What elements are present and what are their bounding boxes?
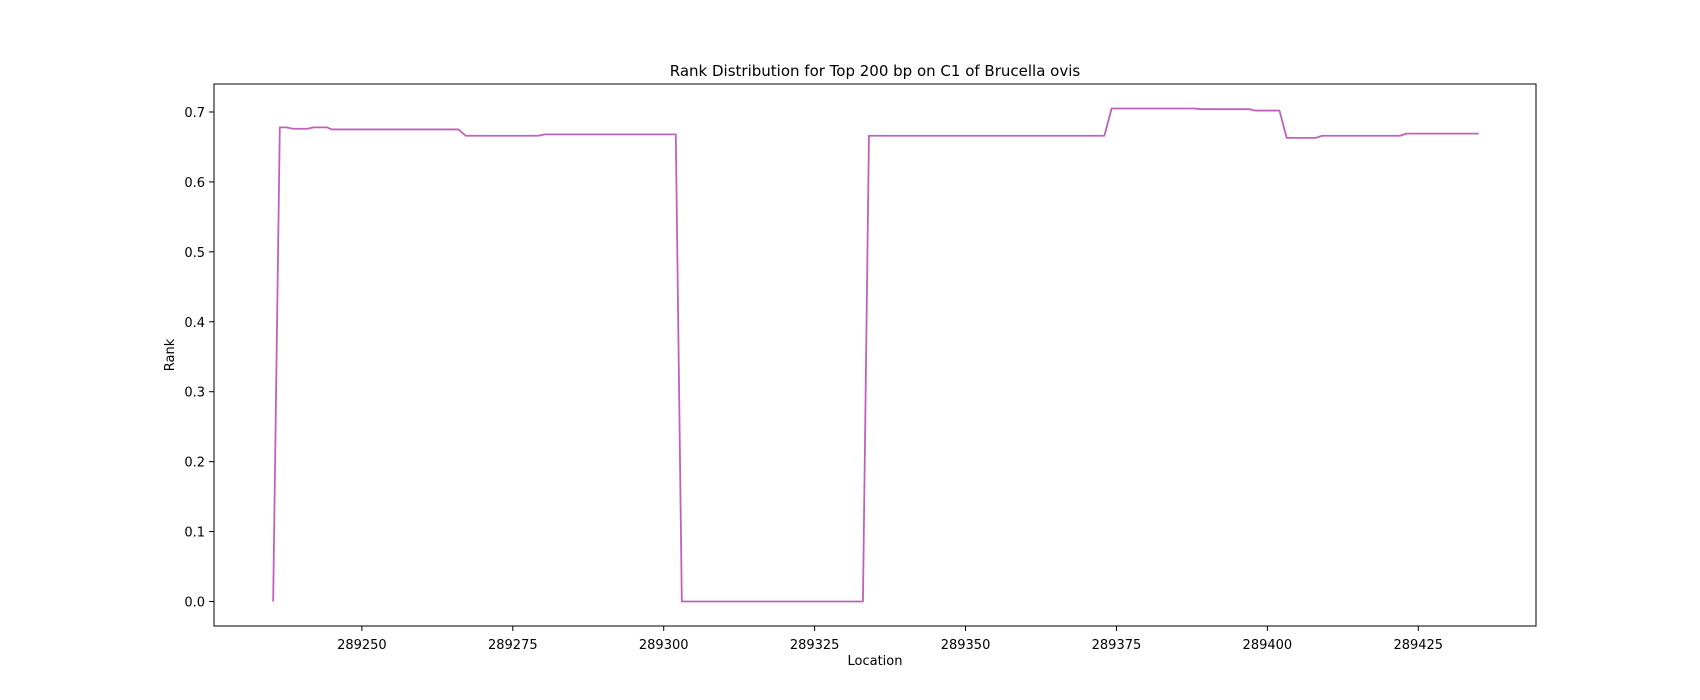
x-axis-label: Location [848,654,903,669]
x-tick-label: 289275 [488,638,538,653]
x-tick-label: 289400 [1243,638,1293,653]
plot-area [272,107,1479,603]
x-tick-label: 289425 [1393,638,1443,653]
y-tick-label: 0.4 [184,316,205,331]
y-tick-label: 0.6 [184,176,205,191]
x-tick-label: 289250 [337,638,387,653]
y-tick-label: 0.0 [184,596,205,611]
y-axis: 0.0 0.1 0.2 0.3 0.4 0.5 0.6 0.7 [184,106,214,611]
series-line-0 [272,107,1479,603]
x-axis: 289250 289275 289300 289325 289350 289375 2894… [337,626,1443,653]
plot-frame [213,83,1537,627]
y-tick-label: 0.1 [184,526,205,541]
y-axis-label: Rank [163,338,178,371]
x-tick-label: 289325 [790,638,840,653]
y-tick-label: 0.3 [184,386,205,401]
x-tick-label: 289375 [1092,638,1142,653]
y-tick-label: 0.7 [184,106,205,121]
x-tick-label: 289300 [639,638,689,653]
chart-title: Rank Distribution for Top 200 bp on C1 o… [670,62,1081,80]
x-tick-label: 289350 [941,638,991,653]
y-tick-label: 0.2 [184,456,205,471]
y-tick-label: 0.5 [184,246,205,261]
